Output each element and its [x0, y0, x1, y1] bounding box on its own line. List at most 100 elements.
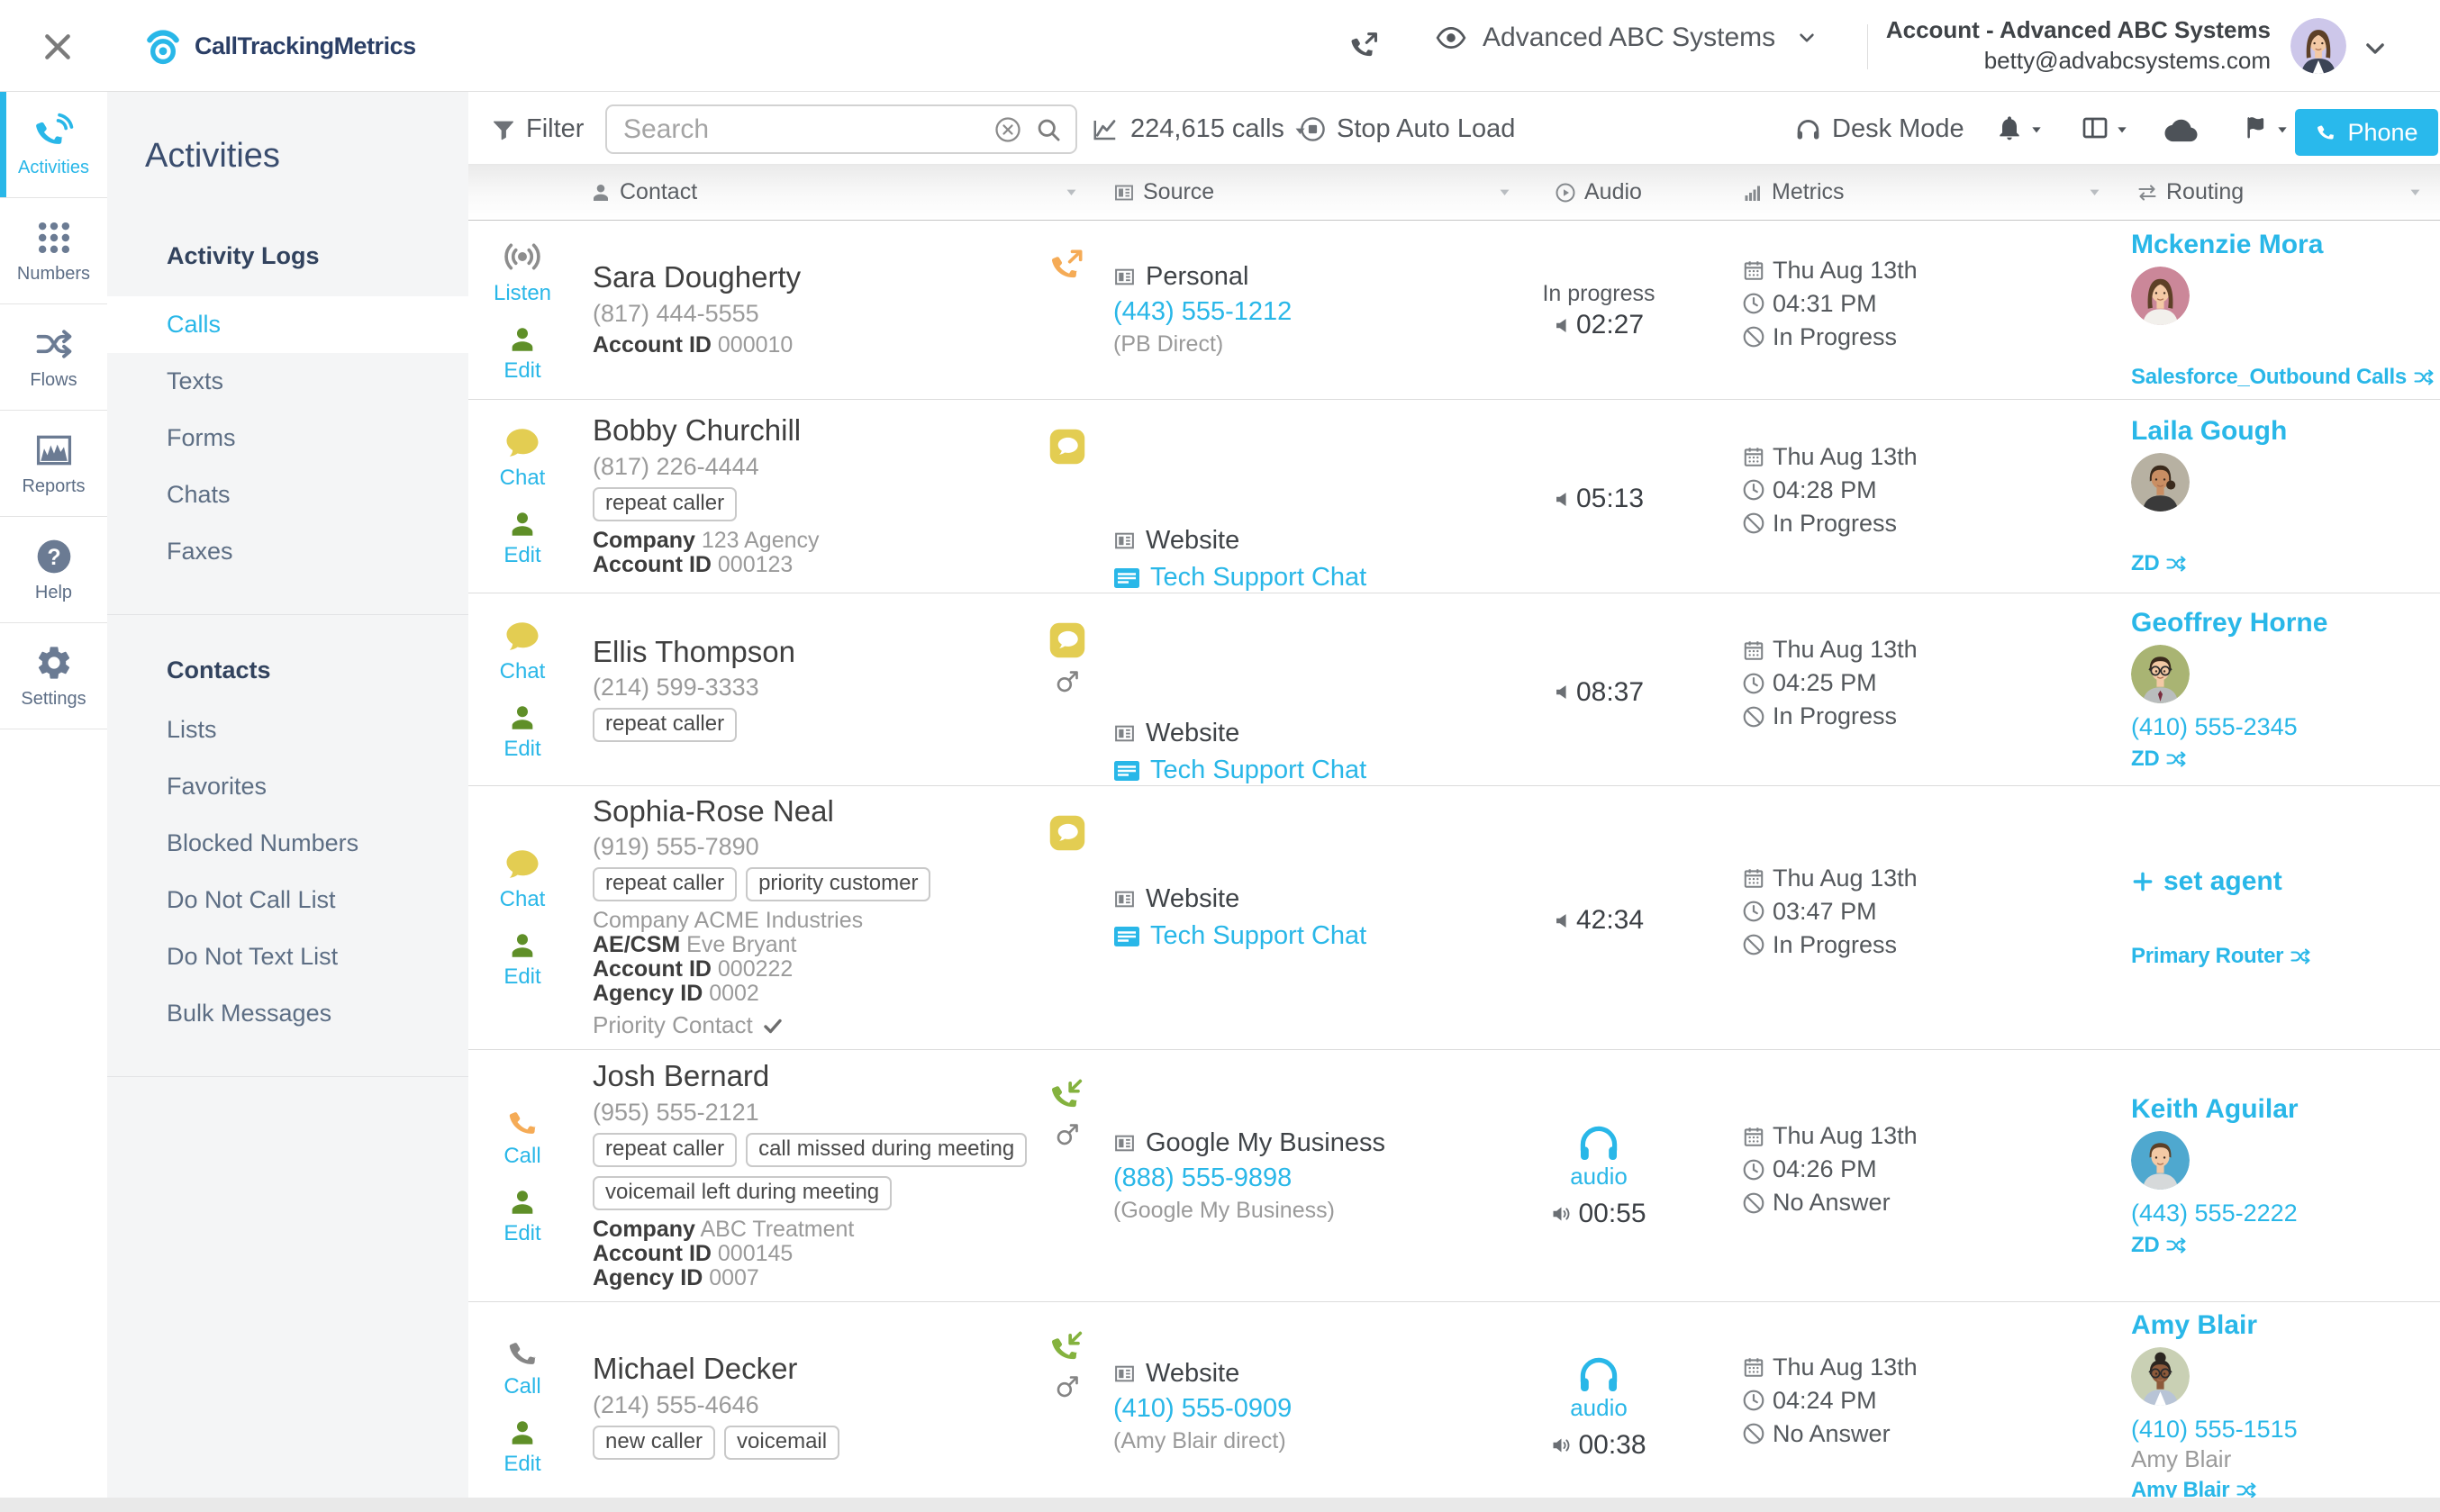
search-icon[interactable]	[1036, 117, 1061, 142]
agent-avatar[interactable]	[2131, 644, 2190, 703]
audio-link[interactable]: audio	[1570, 1163, 1628, 1190]
export-button[interactable]	[2163, 116, 2198, 143]
routing-phone-link[interactable]: (410) 555-1515	[2131, 1416, 2298, 1443]
agent-avatar[interactable]	[2131, 267, 2190, 325]
user-avatar[interactable]	[2290, 18, 2346, 74]
source-chat-link[interactable]: Tech Support Chat	[1113, 565, 1522, 591]
contact-name[interactable]: Sara Dougherty	[593, 260, 802, 294]
routing-agent-link[interactable]: Keith Aguilar	[2131, 1093, 2299, 1124]
desk-mode-button[interactable]: Desk Mode	[1794, 114, 1964, 144]
top-header: CallTrackingMetrics Advanced ABC Systems…	[0, 0, 2440, 92]
column-header-audio[interactable]: Audio	[1522, 165, 1675, 220]
routing-agent-link[interactable]: Mckenzie Mora	[2131, 230, 2324, 259]
sidebar-item-lists[interactable]: Lists	[167, 716, 217, 743]
cell-contact: Ellis Thompson (214) 599-3333 repeat calle…	[576, 634, 1031, 743]
call-link[interactable]: Call	[503, 1143, 541, 1168]
routing-phone-link[interactable]: (410) 555-2345	[2131, 712, 2298, 740]
routing-queue-link[interactable]: ZD	[2131, 553, 2187, 575]
sidebar-item-calls[interactable]: Calls	[107, 296, 468, 353]
sidebar-item-blocked-numbers[interactable]: Blocked Numbers	[167, 829, 359, 856]
call-link[interactable]: Call	[503, 1374, 541, 1399]
set-agent-button[interactable]: set agent	[2131, 868, 2282, 895]
contact-name[interactable]: Ellis Thompson	[593, 634, 795, 668]
rail-item-activities[interactable]: Activities	[0, 92, 107, 198]
flag-button[interactable]	[2243, 113, 2290, 140]
sort-caret-icon[interactable]	[2087, 185, 2102, 200]
column-header-contact[interactable]: Contact	[468, 165, 1103, 220]
edit-link[interactable]: Edit	[503, 543, 541, 567]
rail-item-reports[interactable]: Reports	[0, 411, 107, 517]
rail-item-numbers[interactable]: Numbers	[0, 198, 107, 304]
listen-link[interactable]: Listen	[493, 281, 552, 305]
notifications-button[interactable]	[1995, 113, 2044, 142]
calls-count-dropdown[interactable]: 224,615 calls	[1092, 114, 1308, 144]
bottom-scrollbar-track[interactable]	[0, 1498, 2440, 1512]
agent-avatar[interactable]	[2131, 1130, 2190, 1190]
agent-avatar[interactable]	[2131, 1347, 2190, 1406]
chat-link[interactable]: Chat	[499, 887, 546, 911]
rail-item-help[interactable]: Help	[0, 517, 107, 623]
contact-name[interactable]: Josh Bernard	[593, 1059, 770, 1092]
close-icon[interactable]	[40, 29, 76, 65]
edit-link[interactable]: Edit	[503, 964, 541, 989]
rail-item-settings[interactable]: Settings	[0, 623, 107, 729]
chat-link[interactable]: Chat	[499, 658, 546, 684]
source-phone-link[interactable]: (410) 555-0909	[1113, 1394, 1293, 1423]
filter-button[interactable]: Filter	[491, 114, 584, 144]
chart-line-icon	[1092, 116, 1119, 143]
routing-queue-link[interactable]: Primary Router	[2131, 946, 2311, 967]
sidebar-item-bulk-messages[interactable]: Bulk Messages	[167, 1000, 332, 1027]
sidebar-item-faxes[interactable]: Faxes	[167, 538, 233, 565]
header-phone-forward-icon[interactable]	[1349, 31, 1380, 61]
rail-item-label: Flows	[30, 369, 77, 390]
routing-queue-link[interactable]: ZD	[2131, 1234, 2187, 1256]
search-input[interactable]	[607, 113, 994, 145]
routing-phone-link[interactable]: (443) 555-2222	[2131, 1199, 2298, 1227]
sort-caret-icon[interactable]	[1497, 185, 1512, 200]
routing-agent-link[interactable]: Laila Gough	[2131, 416, 2288, 446]
source-chat-link[interactable]: Tech Support Chat	[1113, 757, 1522, 783]
sidebar-item-do-not-call-list[interactable]: Do Not Call List	[167, 886, 336, 913]
column-header-source[interactable]: Source	[1103, 165, 1522, 220]
search-clear-icon[interactable]	[994, 116, 1021, 143]
source-main: Website	[1113, 720, 1522, 747]
routing-agent-link[interactable]: Geoffrey Horne	[2131, 607, 2328, 638]
tracking-account-selector[interactable]: Advanced ABC Systems	[1436, 23, 1817, 53]
columns-button[interactable]	[2081, 113, 2129, 142]
contact-name[interactable]: Michael Decker	[593, 1352, 798, 1385]
rail-item-label: Reports	[22, 475, 86, 496]
source-phone-link[interactable]: (443) 555-1212	[1113, 297, 1293, 326]
rail-item-flows[interactable]: Flows	[0, 304, 107, 411]
source-chat-link[interactable]: Tech Support Chat	[1113, 923, 1522, 949]
sidebar-item-chats[interactable]: Chats	[167, 481, 231, 508]
routing-agent-link[interactable]: Amy Blair	[2131, 1310, 2258, 1340]
contact-name[interactable]: Sophia-Rose Neal	[593, 793, 834, 828]
column-header-routing[interactable]: Routing	[2112, 165, 2440, 220]
routing-queue-link[interactable]: Amy Blair	[2131, 1480, 2257, 1501]
sort-caret-icon[interactable]	[2408, 185, 2423, 200]
user-menu-chevron-icon[interactable]	[2363, 36, 2388, 61]
edit-link[interactable]: Edit	[503, 1220, 541, 1245]
source-phone-link[interactable]: (888) 555-9898	[1113, 1163, 1293, 1192]
page-title: Activities	[145, 137, 280, 175]
edit-link[interactable]: Edit	[503, 1452, 541, 1476]
sort-caret-icon[interactable]	[1064, 185, 1079, 200]
phone-button[interactable]: Phone	[2295, 109, 2438, 156]
sidebar-item-texts[interactable]: Texts	[167, 367, 224, 394]
sidebar-item-forms[interactable]: Forms	[167, 424, 236, 451]
contact-name[interactable]: Bobby Churchill	[593, 413, 802, 447]
routing-queue-link[interactable]: Salesforce_Outbound Calls	[2131, 367, 2435, 388]
column-header-metrics[interactable]: Metrics	[1675, 165, 2112, 220]
male-icon	[1054, 668, 1081, 695]
stop-auto-load-button[interactable]: Stop Auto Load	[1300, 114, 1515, 144]
edit-link[interactable]: Edit	[503, 358, 541, 383]
brand-logo[interactable]: CallTrackingMetrics	[142, 25, 416, 67]
sidebar-item-do-not-text-list[interactable]: Do Not Text List	[167, 943, 339, 970]
audio-link[interactable]: audio	[1570, 1393, 1628, 1421]
sidebar-item-favorites[interactable]: Favorites	[167, 773, 268, 800]
edit-link[interactable]: Edit	[503, 736, 541, 761]
routing-queue-link[interactable]: ZD	[2131, 747, 2187, 770]
agent-avatar[interactable]	[2131, 453, 2190, 512]
chat-link[interactable]: Chat	[499, 466, 546, 490]
metric-date-value: Thu Aug 13th	[1773, 864, 1918, 892]
